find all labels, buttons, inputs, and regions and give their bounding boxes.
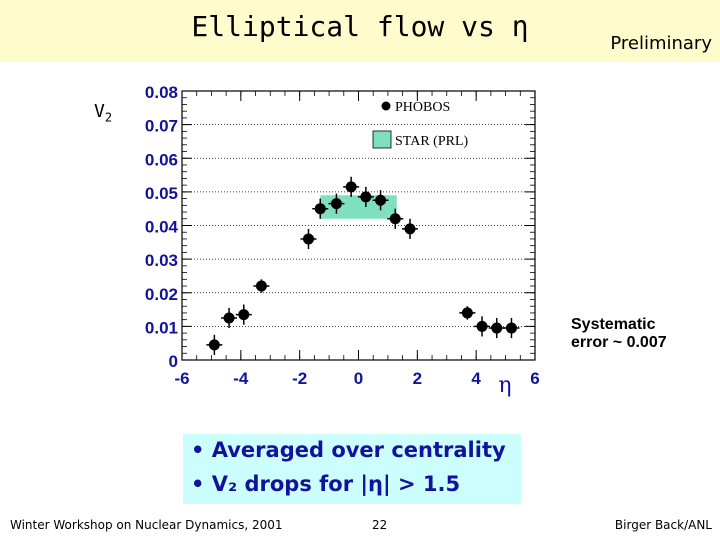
slide-title: Elliptical flow vs η xyxy=(191,10,529,43)
y-tick-label: 0.08 xyxy=(145,83,178,102)
y-tick-label: 0.05 xyxy=(145,184,178,203)
preliminary-label: Preliminary xyxy=(610,33,712,54)
x-tick-label: -2 xyxy=(292,369,307,388)
data-point xyxy=(255,280,267,292)
data-point xyxy=(314,203,326,215)
systematic-line-2: error ~ 0.007 xyxy=(571,334,667,351)
bullet-1: • Averaged over centrality xyxy=(191,438,506,462)
bullet-1-text: Averaged over centrality xyxy=(211,438,506,462)
y-tick-label: 0.06 xyxy=(145,150,178,169)
footer-left: Winter Workshop on Nuclear Dynamics, 200… xyxy=(10,518,283,532)
data-point xyxy=(389,213,401,225)
data-point xyxy=(208,339,220,351)
title-band xyxy=(0,0,720,62)
bullet-2-text: V₂ drops for |η| > 1.5 xyxy=(211,472,461,496)
x-tick-label: -6 xyxy=(174,369,189,388)
data-point xyxy=(345,181,357,193)
y-tick-label: 0.03 xyxy=(145,251,178,270)
data-point xyxy=(505,322,517,334)
y-tick-label: 0 xyxy=(169,352,178,371)
summary-box: • Averaged over centrality • V₂ drops fo… xyxy=(183,434,521,504)
footer-right: Birger Back/ANL xyxy=(614,518,712,532)
x-tick-label: -4 xyxy=(233,369,249,388)
x-axis-label: η xyxy=(498,373,511,398)
legend-marker-phobos xyxy=(381,101,391,111)
data-point xyxy=(461,307,473,319)
data-point xyxy=(238,309,250,321)
x-tick-label: 4 xyxy=(471,369,481,388)
data-point xyxy=(476,320,488,332)
y-tick-label: 0.04 xyxy=(145,218,179,237)
legend-label-phobos: PHOBOS xyxy=(395,100,450,115)
systematic-error-note: Systematic error ~ 0.007 xyxy=(571,316,711,352)
y-axis-label-main: V xyxy=(94,101,105,122)
legend-marker-star xyxy=(372,130,392,149)
data-point xyxy=(223,312,235,324)
tick-labels: 0 0.01 0.02 0.03 0.04 0.05 0.06 0.07 0.08 -6 -4 -2 0… xyxy=(145,83,540,398)
x-tick-label: 2 xyxy=(413,369,422,388)
x-tick-label: 0 xyxy=(354,369,363,388)
data-point xyxy=(302,233,314,245)
plot-frame xyxy=(181,90,536,361)
x-tick-label: 6 xyxy=(530,369,539,388)
footer-page-number: 22 xyxy=(372,518,388,532)
y-tick-label: 0.02 xyxy=(145,285,178,304)
y-axis-label-sub: 2 xyxy=(104,110,113,125)
data-point xyxy=(491,322,503,334)
data-point xyxy=(330,198,342,210)
grid-lines xyxy=(182,124,535,327)
data-point xyxy=(375,194,387,206)
y-tick-label: 0.01 xyxy=(145,318,178,337)
systematic-line-1: Systematic xyxy=(571,316,656,333)
data-point xyxy=(404,223,416,235)
phobos-points xyxy=(206,176,520,355)
data-point xyxy=(360,191,372,203)
legend-label-star: STAR (PRL) xyxy=(395,134,469,149)
bullet-2: • V₂ drops for |η| > 1.5 xyxy=(191,472,461,496)
y-tick-label: 0.07 xyxy=(145,117,178,136)
y-axis-label: V2 xyxy=(94,101,112,125)
legend: PHOBOS STAR (PRL) xyxy=(372,100,469,149)
plot-border xyxy=(181,90,536,361)
